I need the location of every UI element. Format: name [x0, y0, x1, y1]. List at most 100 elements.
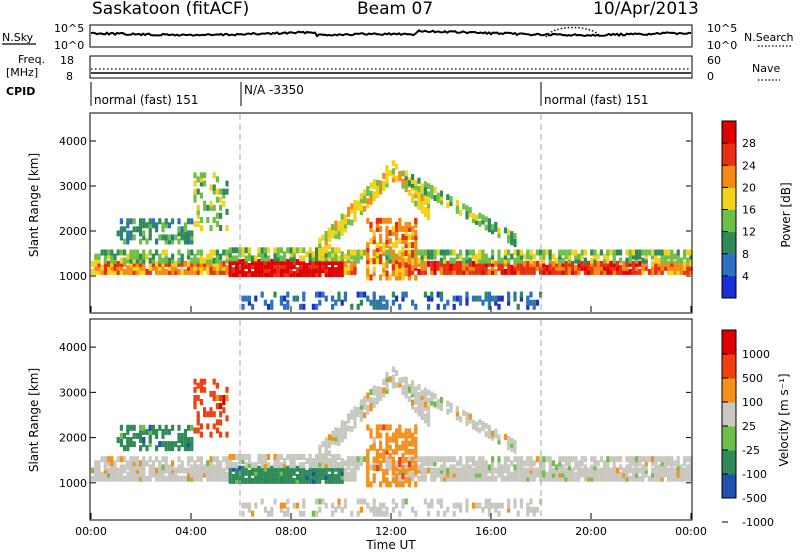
velocity-cell	[254, 477, 258, 484]
velocity-cell	[414, 465, 418, 472]
power-cell	[407, 254, 411, 261]
velocity-cell	[484, 431, 488, 438]
power-cell	[401, 291, 405, 298]
velocity-cell	[222, 399, 226, 405]
power-cell	[308, 251, 312, 258]
velocity-cell	[660, 456, 664, 463]
velocity-cell	[388, 464, 392, 471]
power-cell	[507, 249, 511, 256]
velocity-cell	[497, 502, 501, 509]
velocity-cell	[286, 465, 290, 472]
velocity-cell	[395, 473, 399, 480]
power-cell	[353, 253, 357, 260]
velocity-cell	[395, 382, 399, 389]
power-cell	[171, 260, 175, 267]
power-cell	[225, 188, 229, 195]
power-cell	[507, 268, 511, 275]
power-cell	[459, 268, 463, 275]
velocity-cell	[359, 415, 363, 422]
velocity-cell	[139, 424, 143, 431]
power-cell	[407, 234, 411, 240]
power-cell	[119, 268, 123, 275]
power-cell	[519, 264, 523, 271]
power-cell	[324, 231, 328, 237]
velocity-cell	[247, 506, 251, 513]
velocity-cell	[558, 475, 562, 482]
velocity-cell	[289, 465, 293, 472]
velocity-cell	[343, 420, 347, 427]
velocity-cell	[318, 452, 322, 459]
power-cell	[423, 181, 427, 188]
velocity-cell	[433, 401, 437, 408]
velocity-cell	[523, 467, 527, 474]
power-cell	[676, 257, 680, 264]
power-cell	[628, 260, 632, 267]
power-cell	[411, 178, 415, 184]
power-cell	[375, 225, 379, 232]
power-cell	[491, 264, 495, 271]
power-cell	[641, 268, 645, 275]
velocity-cell	[215, 395, 219, 401]
velocity-cell	[148, 467, 152, 474]
velocity-cell	[305, 477, 309, 484]
power-cell	[635, 268, 639, 275]
power-cell	[116, 230, 120, 237]
power-cell	[580, 260, 584, 267]
velocity-cell	[161, 428, 165, 435]
power-cell	[321, 246, 325, 253]
velocity-cell	[366, 408, 370, 415]
power-cell	[430, 295, 434, 302]
velocity-cell	[334, 427, 338, 434]
power-cell	[276, 251, 280, 258]
power-cell	[132, 234, 136, 241]
velocity-cell	[510, 441, 514, 448]
power-cell	[638, 249, 642, 256]
velocity-cell	[475, 467, 479, 474]
power-cell	[97, 257, 101, 264]
power-cell	[222, 200, 226, 207]
power-cell	[139, 226, 143, 233]
power-cell	[628, 257, 632, 264]
power-cell	[555, 268, 559, 275]
power-cell	[596, 264, 600, 271]
power-cell	[379, 246, 383, 253]
power-cell	[529, 268, 533, 275]
power-cell	[481, 253, 485, 260]
power-cell	[673, 264, 677, 271]
velocity-cell	[481, 425, 485, 432]
velocity-cell	[513, 498, 517, 505]
velocity-cell	[404, 388, 408, 395]
velocity-cell	[635, 460, 639, 467]
power-cell	[507, 264, 511, 271]
power-cell	[401, 238, 405, 245]
power-cell	[260, 247, 264, 254]
power-cell	[155, 222, 159, 229]
power-cell	[295, 259, 299, 265]
velocity-cell	[225, 395, 229, 401]
power-cell	[158, 218, 162, 225]
power-cell	[414, 200, 418, 207]
power-cell	[465, 264, 469, 271]
velocity-cell	[660, 475, 664, 482]
cpid-segment-1: normal (fast) 151	[94, 93, 198, 107]
power-cell	[135, 260, 139, 267]
velocity-cell	[199, 464, 203, 471]
velocity-cell	[427, 502, 431, 509]
velocity-cell	[577, 475, 581, 482]
power-cell	[603, 264, 607, 271]
power-cell	[420, 183, 424, 190]
power-cell	[465, 295, 469, 302]
velocity-cell	[196, 475, 200, 482]
velocity-cell	[225, 475, 229, 482]
power-cell	[459, 295, 463, 302]
velocity-cell	[267, 462, 271, 469]
power-cell	[324, 271, 328, 278]
power-cell	[318, 259, 322, 265]
power-cell	[279, 271, 283, 278]
velocity-cell	[324, 477, 328, 484]
velocity-cell	[350, 426, 354, 433]
power-cell	[286, 299, 290, 306]
power-cell	[107, 268, 111, 275]
velocity-cell	[155, 428, 159, 435]
power-cell	[455, 295, 459, 302]
